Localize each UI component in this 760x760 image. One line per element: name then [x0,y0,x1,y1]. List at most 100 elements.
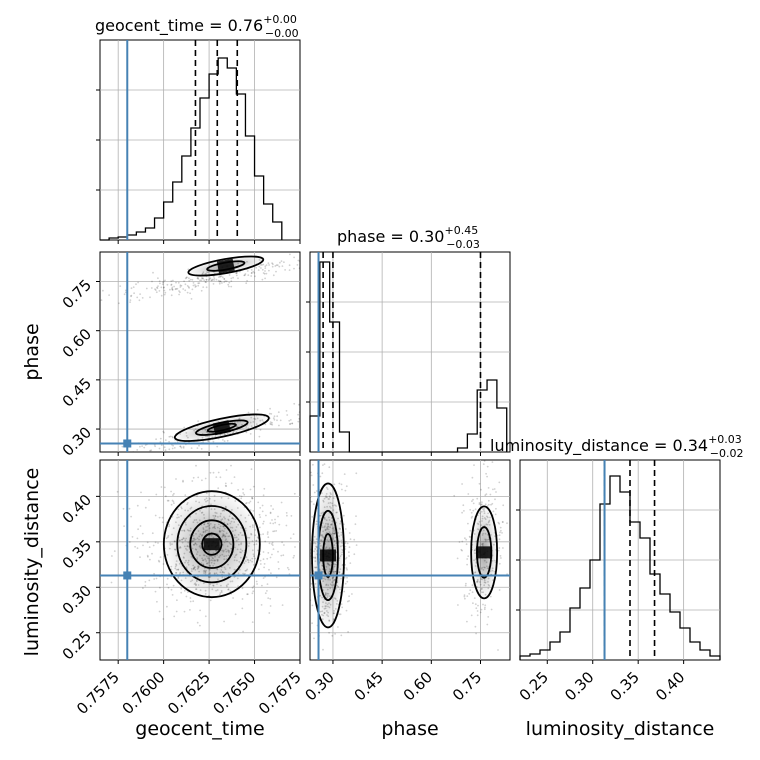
sample-point [262,551,265,553]
sample-point [464,537,466,540]
sample-point [148,546,151,548]
sample-point [251,496,253,499]
sample-point [197,420,200,422]
sample-point [297,413,299,416]
sample-point [470,614,473,617]
sample-point [209,599,212,602]
sample-point [353,538,356,541]
sample-point [269,423,272,425]
sample-point [469,536,472,538]
sample-point [272,530,274,533]
sample-point [171,287,173,290]
title-phase: phase = 0.30+0.45 −0.03 [337,224,480,251]
sample-point [315,490,318,492]
sample-point [255,428,257,430]
sample-point [267,536,270,539]
sample-point [308,517,310,519]
sample-point [269,407,271,410]
truth-marker-distance-vs-time [123,571,132,580]
sample-point [240,495,243,498]
sample-point [331,634,334,637]
sample-point [478,482,481,485]
sample-point [196,277,199,280]
sample-point [491,461,494,463]
sample-point [218,276,220,278]
sample-point [251,586,254,589]
sample-point [487,487,490,489]
sample-point [241,598,244,600]
sample-point [270,572,272,575]
sample-point [227,283,230,286]
sample-point [269,512,272,515]
sample-point [152,271,154,274]
y-tick-label: 0.30 [59,582,95,618]
sample-point [141,445,144,447]
sample-point [463,594,466,596]
sample-point [122,507,125,510]
sample-point [215,278,218,281]
sample-point [180,284,183,287]
sample-point [123,293,126,296]
sample-point [136,296,139,299]
sample-point [234,613,237,616]
sample-point [183,426,186,429]
sample-point [260,267,262,269]
sample-point [245,282,248,285]
sample-point [102,289,104,292]
sample-point [245,431,248,434]
sample-point [188,277,190,280]
x-tick-label: 0.30 [561,668,597,704]
sample-point [469,529,472,532]
sample-point [172,444,175,447]
sample-point [212,283,215,285]
sample-point [111,555,113,557]
sample-point [162,430,165,433]
sample-point [121,445,124,448]
sample-point [223,278,226,280]
sample-point [307,262,309,264]
sample-point [306,534,308,536]
sample-point [175,288,178,290]
sample-point [476,610,479,612]
sample-point [292,556,295,559]
sample-point [328,466,331,469]
sample-point [238,495,241,497]
sample-point [298,267,300,270]
sample-point [244,273,247,275]
sample-point [204,281,207,283]
sample-point [223,281,226,283]
sample-point [271,265,274,268]
sample-point [344,545,347,548]
sample-point [275,270,277,273]
contours-phase-vs-time-high [186,255,266,277]
sample-point [275,264,278,267]
sample-point [284,269,286,271]
sample-point [268,264,270,266]
sample-point [207,440,210,443]
sample-point [269,421,272,423]
sample-point [151,532,154,535]
sample-point [474,508,477,511]
sample-point [355,544,358,546]
sample-point [251,621,254,623]
sample-point [498,547,501,549]
sample-point [205,281,207,284]
sample-point [337,626,339,628]
sample-point [163,293,166,296]
sample-point [246,270,249,272]
scatter-phase-vs-time-high [100,253,309,305]
sample-point [168,448,171,451]
sample-point [173,502,175,504]
contour-line [162,490,261,599]
sample-point [132,286,135,288]
sample-point [175,281,177,284]
sample-point [170,455,172,457]
sample-point [355,515,357,517]
sample-point [266,531,269,533]
sample-point [344,542,347,545]
xlabel-luminosity-distance: luminosity_distance [526,718,715,740]
sample-point [261,268,264,271]
sample-point [291,422,294,425]
sample-point [262,577,265,579]
y-tick-label: 0.35 [59,536,95,572]
